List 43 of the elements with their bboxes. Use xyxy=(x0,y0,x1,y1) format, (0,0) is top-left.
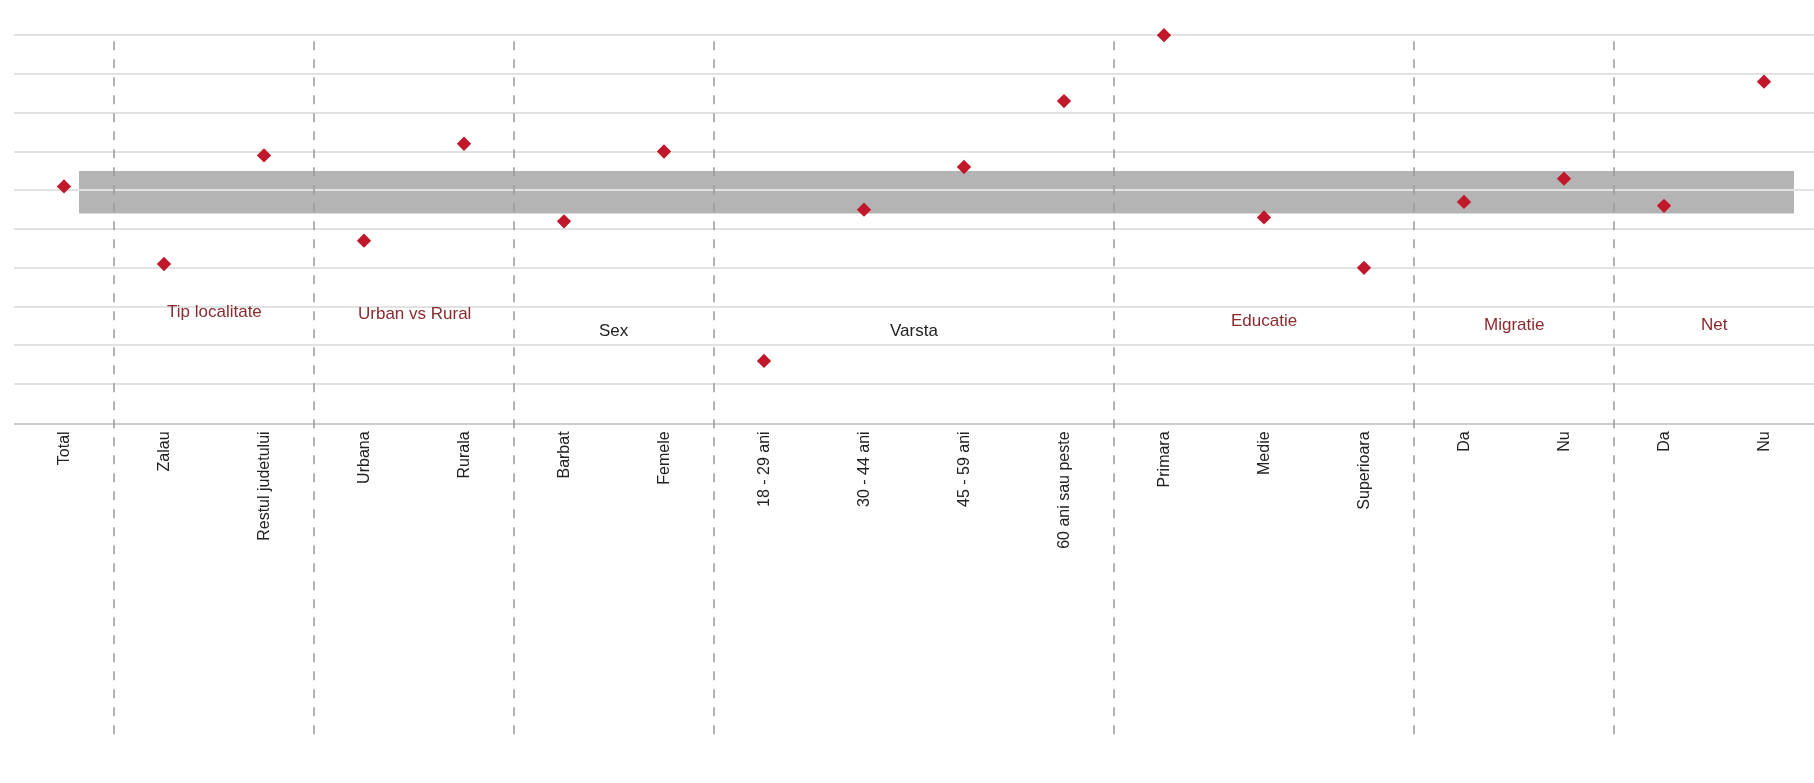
x-tick-label: 18 - 29 ani xyxy=(755,431,773,508)
point xyxy=(456,136,472,151)
x-tick-label: Zalau xyxy=(155,431,173,472)
annotation: Tip localitate xyxy=(167,302,262,321)
annotation: Migratie xyxy=(1484,315,1545,334)
point xyxy=(156,256,172,272)
x-tick-label: 45 - 59 ani xyxy=(955,431,973,508)
x-tick-label: Rurala xyxy=(455,431,473,479)
x-tick-label: Primara xyxy=(1155,431,1173,488)
x-tick-label: 60 ani sau peste xyxy=(1055,431,1073,549)
point xyxy=(656,144,672,159)
point xyxy=(756,353,772,369)
point xyxy=(1356,260,1372,276)
annotation: Educatie xyxy=(1231,311,1298,330)
point xyxy=(956,159,972,175)
point xyxy=(356,233,372,248)
point xyxy=(856,202,872,217)
annotation: Net xyxy=(1701,315,1728,334)
x-tick-label: Nu xyxy=(1755,431,1773,452)
x-tick-label: Medie xyxy=(1255,431,1273,475)
x-tick-label: Total xyxy=(55,431,73,466)
x-tick-label: Da xyxy=(1655,431,1673,452)
x-tick-label: Da xyxy=(1455,431,1473,452)
point xyxy=(1056,93,1072,109)
point xyxy=(1156,28,1172,43)
annotation: Urban vs Rural xyxy=(358,304,472,323)
x-tick-label: Superioara xyxy=(1355,431,1373,510)
point xyxy=(1556,171,1572,186)
point xyxy=(1456,194,1472,210)
point xyxy=(1256,210,1272,225)
annotation: Sex xyxy=(599,321,629,340)
x-tick-label: Femele xyxy=(655,431,673,485)
point xyxy=(256,148,272,163)
x-tick-label: Nu xyxy=(1555,431,1573,452)
x-tick-label: Urbana xyxy=(355,431,373,484)
x-tick-label: Barbat xyxy=(555,430,573,479)
x-tick-label: 30 - 44 ani xyxy=(855,431,873,508)
point xyxy=(1756,74,1772,89)
annotation: Varsta xyxy=(890,321,939,340)
x-tick-label: Restul judetului xyxy=(255,431,273,541)
point xyxy=(56,179,72,194)
point xyxy=(1656,198,1672,213)
point xyxy=(556,214,572,229)
